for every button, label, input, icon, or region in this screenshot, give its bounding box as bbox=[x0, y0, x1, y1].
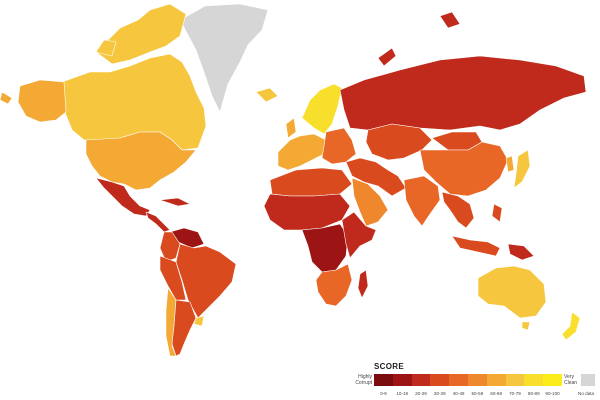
region-usa bbox=[85, 131, 197, 191]
region-arabia bbox=[351, 177, 389, 227]
legend-swatch-60-69 bbox=[486, 374, 506, 386]
legend-range-40-49: 40-49 bbox=[452, 391, 465, 396]
region-north-africa bbox=[269, 167, 353, 197]
region-southern-africa bbox=[315, 263, 353, 307]
region-russia-arctic bbox=[439, 11, 461, 29]
region-canada-islands-west bbox=[95, 39, 117, 57]
region-madagascar bbox=[357, 269, 369, 299]
legend-range-30-39: 30-39 bbox=[433, 391, 446, 396]
legend-range-80-89: 80-89 bbox=[527, 391, 540, 396]
legend-range-labels: 0-9 10-19 20-29 30-39 40-49 50-59 60-69 70-79 80… bbox=[374, 391, 562, 396]
region-japan bbox=[513, 149, 531, 189]
region-colombia bbox=[159, 231, 181, 263]
region-novaya-zemlya bbox=[377, 47, 397, 67]
legend-low-label-line2: Corrupt bbox=[355, 379, 372, 386]
region-iceland bbox=[255, 87, 279, 103]
region-brazil bbox=[175, 243, 237, 319]
region-uruguay bbox=[193, 315, 205, 327]
legend-swatch-40-49 bbox=[449, 374, 468, 386]
region-western-europe bbox=[277, 133, 327, 171]
region-central-africa bbox=[301, 223, 349, 273]
legend-high-label-line1: Very bbox=[564, 374, 575, 380]
legend-swatch-10-19 bbox=[392, 374, 412, 386]
legend-swatch-90-100 bbox=[543, 374, 562, 386]
region-new-zealand bbox=[561, 311, 581, 341]
region-papua bbox=[507, 243, 535, 261]
legend-low-label-line1: Highly bbox=[358, 374, 372, 380]
region-kazakhstan bbox=[365, 123, 433, 161]
legend-range-60-69: 60-69 bbox=[490, 391, 503, 396]
region-uk bbox=[285, 117, 297, 139]
legend-swatch-30-39 bbox=[430, 374, 450, 386]
region-caribbean bbox=[159, 197, 191, 207]
region-southeast-asia bbox=[441, 191, 475, 229]
region-sahel bbox=[263, 193, 351, 231]
legend-no-data-label: No data bbox=[578, 391, 595, 396]
legend-swatch-80-89 bbox=[524, 374, 544, 386]
region-alaska bbox=[17, 79, 67, 123]
legend-no-data-swatch bbox=[581, 374, 595, 386]
legend: SCORE Highly Corrupt Very Clean 0-9 10-19… bbox=[352, 362, 600, 400]
legend-high-label: Very Clean bbox=[564, 374, 584, 386]
legend-swatch-70-79 bbox=[505, 374, 525, 386]
region-australia bbox=[477, 265, 547, 319]
region-scandinavia bbox=[301, 83, 343, 135]
region-canada-arctic-islands bbox=[95, 3, 187, 65]
region-korea bbox=[505, 155, 515, 173]
legend-range-50-59: 50-59 bbox=[471, 391, 484, 396]
region-east-africa bbox=[341, 211, 377, 259]
region-aleutians bbox=[0, 91, 13, 105]
region-philippines bbox=[491, 203, 503, 223]
legend-range-10-19: 10-19 bbox=[396, 391, 409, 396]
legend-range-0-9: 0-9 bbox=[380, 391, 387, 396]
legend-swatches bbox=[374, 374, 562, 386]
legend-swatch-0-9 bbox=[374, 374, 393, 386]
region-argentina bbox=[171, 299, 197, 357]
region-indonesia bbox=[451, 235, 501, 257]
region-eastern-europe bbox=[321, 127, 357, 165]
legend-range-90-100: 90-100 bbox=[545, 391, 560, 396]
region-tasmania bbox=[521, 321, 531, 331]
legend-range-70-79: 70-79 bbox=[509, 391, 521, 396]
region-india bbox=[403, 175, 441, 227]
legend-high-label-line2: Clean bbox=[564, 379, 578, 386]
region-peru bbox=[159, 255, 187, 301]
legend-swatch-20-29 bbox=[411, 374, 431, 386]
region-russia bbox=[339, 55, 587, 131]
legend-low-label: Highly Corrupt bbox=[352, 374, 372, 386]
legend-swatch-50-59 bbox=[467, 374, 487, 386]
region-china bbox=[419, 141, 509, 197]
region-central-america bbox=[145, 211, 171, 233]
legend-title: SCORE bbox=[374, 362, 404, 371]
legend-range-20-29: 20-29 bbox=[415, 391, 427, 396]
region-greenland bbox=[179, 3, 269, 113]
